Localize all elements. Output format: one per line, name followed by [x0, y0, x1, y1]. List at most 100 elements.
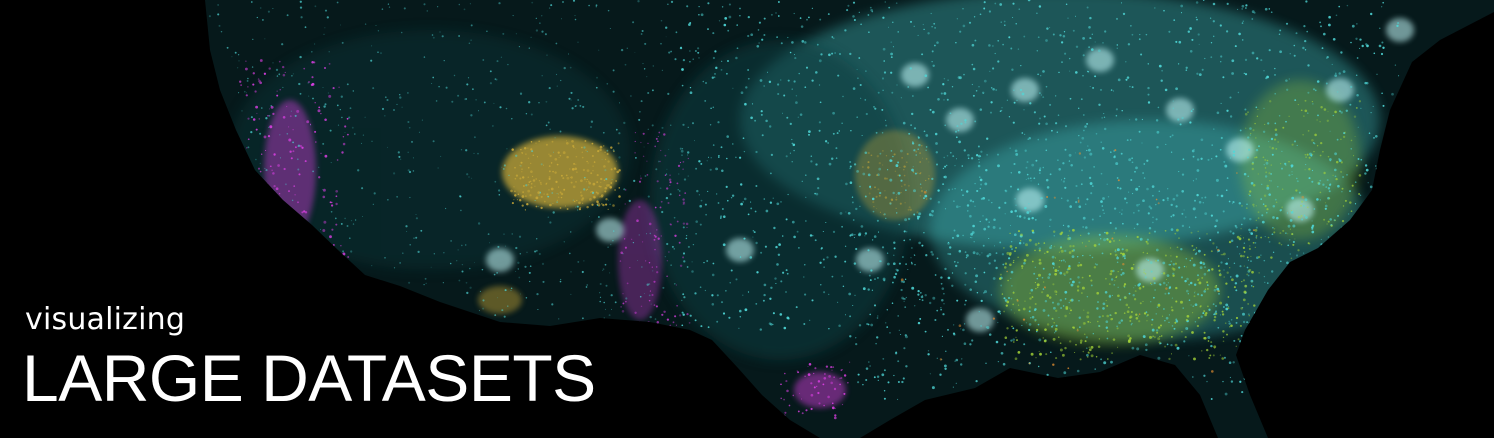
density-dot — [1360, 107, 1362, 109]
density-dot — [402, 252, 404, 254]
density-dot — [910, 257, 912, 259]
density-dot — [1167, 199, 1169, 201]
density-dot — [977, 154, 981, 158]
density-dot — [917, 321, 921, 325]
density-dot — [936, 41, 939, 44]
density-dot — [904, 278, 907, 281]
density-dot — [1154, 289, 1156, 291]
density-dot — [1012, 261, 1015, 264]
density-dot — [1003, 20, 1006, 23]
density-dot — [591, 190, 593, 193]
density-dot — [1189, 121, 1192, 124]
density-dot — [1149, 282, 1152, 285]
density-dot — [979, 254, 981, 256]
density-dot — [1312, 153, 1314, 155]
density-dot — [272, 62, 274, 64]
density-dot — [1305, 322, 1308, 325]
density-dot — [1218, 273, 1222, 277]
density-dot — [668, 148, 670, 150]
density-dot — [808, 133, 810, 136]
density-dot — [1112, 90, 1115, 92]
density-dot — [1023, 259, 1027, 262]
density-dot — [1269, 146, 1271, 148]
density-dot — [678, 194, 681, 197]
density-dot — [1215, 305, 1217, 307]
density-dot — [728, 3, 731, 6]
density-dot — [524, 265, 527, 268]
density-dot — [257, 189, 261, 192]
density-dot — [512, 15, 514, 17]
density-dot — [1224, 164, 1228, 168]
density-dot — [1288, 161, 1290, 163]
density-dot — [1020, 233, 1023, 237]
density-dot — [601, 203, 603, 205]
density-dot — [1369, 12, 1373, 16]
density-dot — [1270, 164, 1273, 166]
density-dot — [1022, 307, 1026, 311]
density-dot — [647, 142, 649, 145]
density-dot — [346, 117, 349, 120]
density-dot — [804, 293, 807, 296]
density-dot — [1085, 336, 1088, 339]
density-dot — [1249, 194, 1251, 197]
density-dot — [1053, 245, 1055, 247]
density-dot — [396, 196, 398, 198]
density-dot — [971, 63, 974, 66]
density-dot — [1157, 326, 1161, 329]
density-dot — [1270, 180, 1272, 182]
density-dot — [794, 57, 797, 60]
density-dot — [1066, 199, 1069, 202]
density-dot — [489, 242, 490, 244]
density-dot — [739, 256, 742, 258]
density-dot — [686, 266, 689, 268]
density-dot — [569, 66, 572, 69]
density-dot — [1031, 216, 1034, 220]
density-dot — [514, 190, 516, 192]
density-dot — [1068, 230, 1071, 232]
density-dot — [1367, 207, 1371, 211]
density-dot — [568, 97, 571, 100]
density-dot — [1332, 37, 1336, 41]
density-dot — [694, 49, 697, 53]
density-dot — [1230, 276, 1232, 278]
density-dot — [1114, 249, 1117, 251]
density-dot — [1322, 150, 1324, 153]
density-dot — [648, 294, 651, 297]
density-dot — [1168, 287, 1171, 290]
density-dot — [670, 223, 672, 226]
density-dot — [1242, 279, 1246, 282]
density-dot — [1173, 327, 1176, 330]
density-dot — [1269, 100, 1272, 103]
density-dot — [238, 60, 240, 62]
density-dot — [852, 304, 854, 307]
density-dot — [1168, 314, 1170, 316]
density-dot — [1055, 293, 1057, 296]
density-dot — [1248, 313, 1250, 316]
density-dot — [535, 196, 539, 200]
density-dot — [582, 168, 586, 172]
density-dot — [315, 246, 317, 248]
density-dot — [1045, 138, 1048, 141]
density-dot — [858, 324, 862, 327]
density-dot — [1326, 119, 1329, 122]
density-dot — [1272, 290, 1276, 294]
density-dot — [777, 92, 780, 96]
density-dot — [839, 212, 843, 215]
density-dot — [1164, 345, 1167, 348]
density-dot — [278, 211, 282, 214]
density-dot — [659, 206, 662, 209]
density-dot — [380, 52, 382, 55]
density-dot — [646, 174, 649, 176]
density-dot — [1145, 33, 1148, 36]
density-dot — [349, 237, 351, 239]
density-dot — [1355, 37, 1358, 40]
density-dot — [673, 216, 676, 219]
density-dot — [1305, 216, 1308, 219]
density-dot — [559, 191, 562, 194]
density-dot — [932, 64, 935, 68]
density-dot — [854, 294, 856, 297]
density-dot — [548, 153, 550, 155]
density-dot — [266, 183, 268, 185]
density-dot — [856, 170, 859, 173]
density-dot — [942, 396, 944, 399]
